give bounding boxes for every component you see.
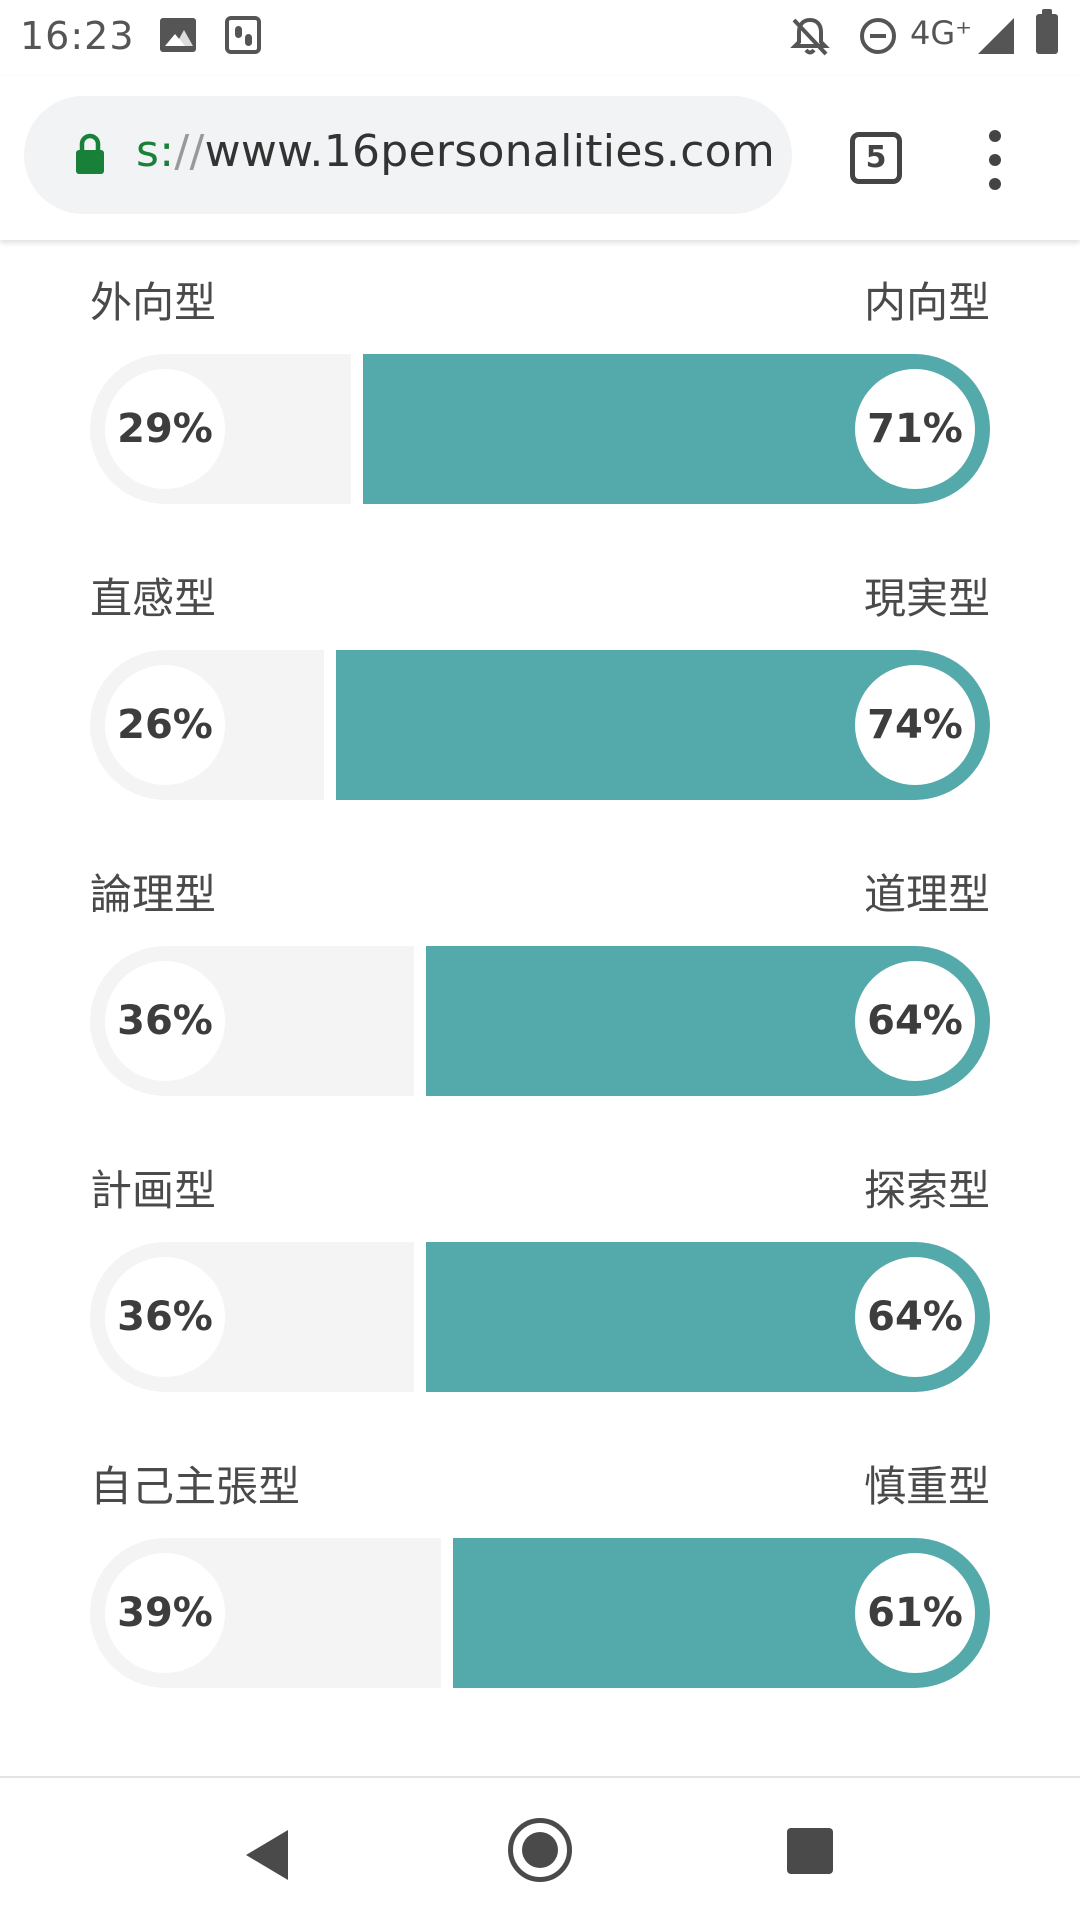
left-percentage: 36% <box>105 1257 225 1377</box>
do-not-disturb-icon <box>860 18 896 54</box>
trait-mind: 直感型 現実型 26% 74% <box>90 536 990 800</box>
url-scheme: s: <box>136 126 175 177</box>
url-separator: // <box>174 126 205 177</box>
url-host: www.16personalities.com <box>204 126 776 177</box>
system-nav-bar <box>0 1776 1080 1920</box>
trait-bar: 36% 64% <box>90 946 990 1096</box>
trait-left-label: 直感型 <box>90 574 217 623</box>
trait-right-label: 道理型 <box>863 870 990 919</box>
trait-right-label: 探索型 <box>863 1166 990 1215</box>
left-percentage: 26% <box>105 665 225 785</box>
bell-off-icon <box>790 17 830 56</box>
recents-icon[interactable] <box>787 1828 833 1874</box>
trait-right-label: 内向型 <box>863 278 990 327</box>
signal-icon <box>978 18 1014 54</box>
trait-bar: 36% 64% <box>90 1242 990 1392</box>
left-percentage: 36% <box>105 961 225 1081</box>
right-percentage: 64% <box>855 1257 975 1377</box>
footsteps-icon <box>225 16 261 54</box>
trait-bar: 39% 61% <box>90 1538 990 1688</box>
browser-toolbar: s://www.16personalities.com 5 <box>0 76 1080 240</box>
trait-energy: 外向型 内向型 29% 71% <box>90 240 990 504</box>
right-percentage: 64% <box>855 961 975 1081</box>
trait-right-label: 慎重型 <box>863 1462 990 1511</box>
trait-bar: 26% 74% <box>90 650 990 800</box>
left-percentage: 39% <box>105 1553 225 1673</box>
trait-bar: 29% 71% <box>90 354 990 504</box>
url-text[interactable]: s://www.16personalities.com <box>136 126 775 177</box>
right-percentage: 71% <box>855 369 975 489</box>
trait-tactics: 計画型 探索型 36% 64% <box>90 1128 990 1392</box>
trait-identity: 自己主張型 慎重型 39% 61% <box>90 1424 990 1688</box>
gallery-icon <box>160 18 196 52</box>
trait-results: 外向型 内向型 29% 71% 直感型 現実型 26% 74% 論理型 道理型 … <box>0 240 1080 1776</box>
trait-left-label: 自己主張型 <box>90 1462 301 1511</box>
left-percentage: 29% <box>105 369 225 489</box>
right-percentage: 74% <box>855 665 975 785</box>
status-bar: 16:23 4G⁺ <box>0 0 1080 76</box>
trait-left-label: 外向型 <box>90 278 217 327</box>
more-menu-icon[interactable] <box>980 130 1010 190</box>
lock-icon[interactable] <box>74 132 106 176</box>
home-icon[interactable] <box>508 1818 572 1882</box>
trait-right-label: 現実型 <box>863 574 990 623</box>
trait-left-label: 論理型 <box>90 870 217 919</box>
right-percentage: 61% <box>855 1553 975 1673</box>
tab-switcher-button[interactable]: 5 <box>850 132 902 184</box>
battery-icon <box>1036 9 1058 54</box>
trait-nature: 論理型 道理型 36% 64% <box>90 832 990 1096</box>
status-time: 16:23 <box>20 14 135 58</box>
back-icon[interactable] <box>246 1830 288 1880</box>
trait-left-label: 計画型 <box>90 1166 217 1215</box>
address-bar[interactable]: s://www.16personalities.com <box>24 96 792 214</box>
network-type: 4G⁺ <box>910 14 973 52</box>
